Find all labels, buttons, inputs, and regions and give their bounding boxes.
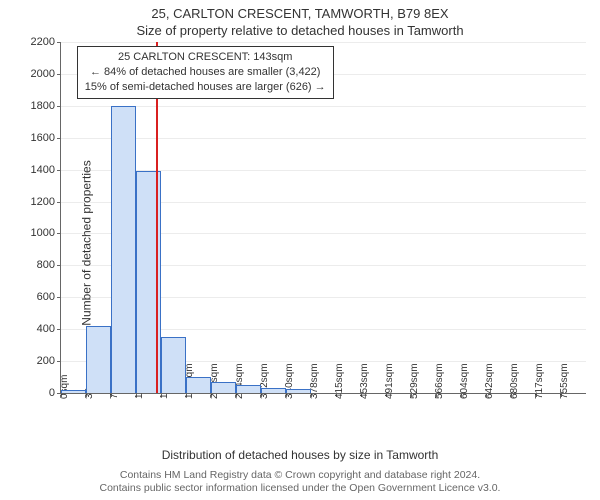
histogram-bar (186, 377, 211, 393)
ytick-label: 200 (37, 355, 61, 367)
gridline-h (61, 106, 586, 107)
xtick-label: 378sqm (309, 363, 320, 399)
ytick-label: 1400 (31, 164, 61, 176)
footer-line1: Contains HM Land Registry data © Crown c… (0, 469, 600, 483)
histogram-bar (86, 326, 111, 393)
histogram-bar (61, 390, 86, 393)
histogram-bar (286, 389, 311, 393)
plot-region: 0200400600800100012001400160018002000220… (60, 42, 586, 394)
ytick-label: 1200 (31, 196, 61, 208)
annotation-box: 25 CARLTON CRESCENT: 143sqm ← 84% of det… (77, 46, 334, 99)
footer-attribution: Contains HM Land Registry data © Crown c… (0, 469, 600, 496)
chart-area: Number of detached properties 0200400600… (0, 42, 600, 444)
xtick-label: 491sqm (384, 363, 395, 399)
gridline-h (61, 138, 586, 139)
ytick-label: 600 (37, 291, 61, 303)
histogram-bar (111, 106, 135, 393)
chart-title-line2: Size of property relative to detached ho… (0, 21, 600, 42)
chart-title-line1: 25, CARLTON CRESCENT, TAMWORTH, B79 8EX (0, 0, 600, 21)
xtick-label: 566sqm (434, 363, 445, 399)
ytick-label: 1800 (31, 100, 61, 112)
histogram-bar (261, 388, 286, 393)
xtick-label: 415sqm (334, 363, 345, 399)
annotation-line2: ← 84% of detached houses are smaller (3,… (85, 65, 326, 80)
xtick-label: 642sqm (484, 363, 495, 399)
ytick-label: 2000 (31, 68, 61, 80)
histogram-bar (161, 337, 186, 393)
ytick-label: 400 (37, 323, 61, 335)
xtick-label: 0sqm (59, 375, 70, 399)
footer-line2: Contains public sector information licen… (0, 482, 600, 496)
gridline-h (61, 42, 586, 43)
histogram-bar (236, 385, 261, 393)
xtick-label: 680sqm (509, 363, 520, 399)
xtick-label: 717sqm (534, 363, 545, 399)
histogram-bar (211, 382, 235, 393)
xtick-label: 529sqm (409, 363, 420, 399)
ytick-label: 2200 (31, 36, 61, 48)
xtick-label: 453sqm (359, 363, 370, 399)
xtick-label: 302sqm (259, 363, 270, 399)
x-axis-label: Distribution of detached houses by size … (0, 448, 600, 462)
annotation-line1: 25 CARLTON CRESCENT: 143sqm (85, 50, 326, 65)
ytick-label: 1600 (31, 132, 61, 144)
xtick-label: 604sqm (459, 363, 470, 399)
xtick-label: 755sqm (559, 363, 570, 399)
ytick-label: 1000 (31, 227, 61, 239)
annotation-line3: 15% of semi-detached houses are larger (… (85, 80, 326, 95)
xtick-label: 340sqm (284, 363, 295, 399)
ytick-label: 800 (37, 259, 61, 271)
